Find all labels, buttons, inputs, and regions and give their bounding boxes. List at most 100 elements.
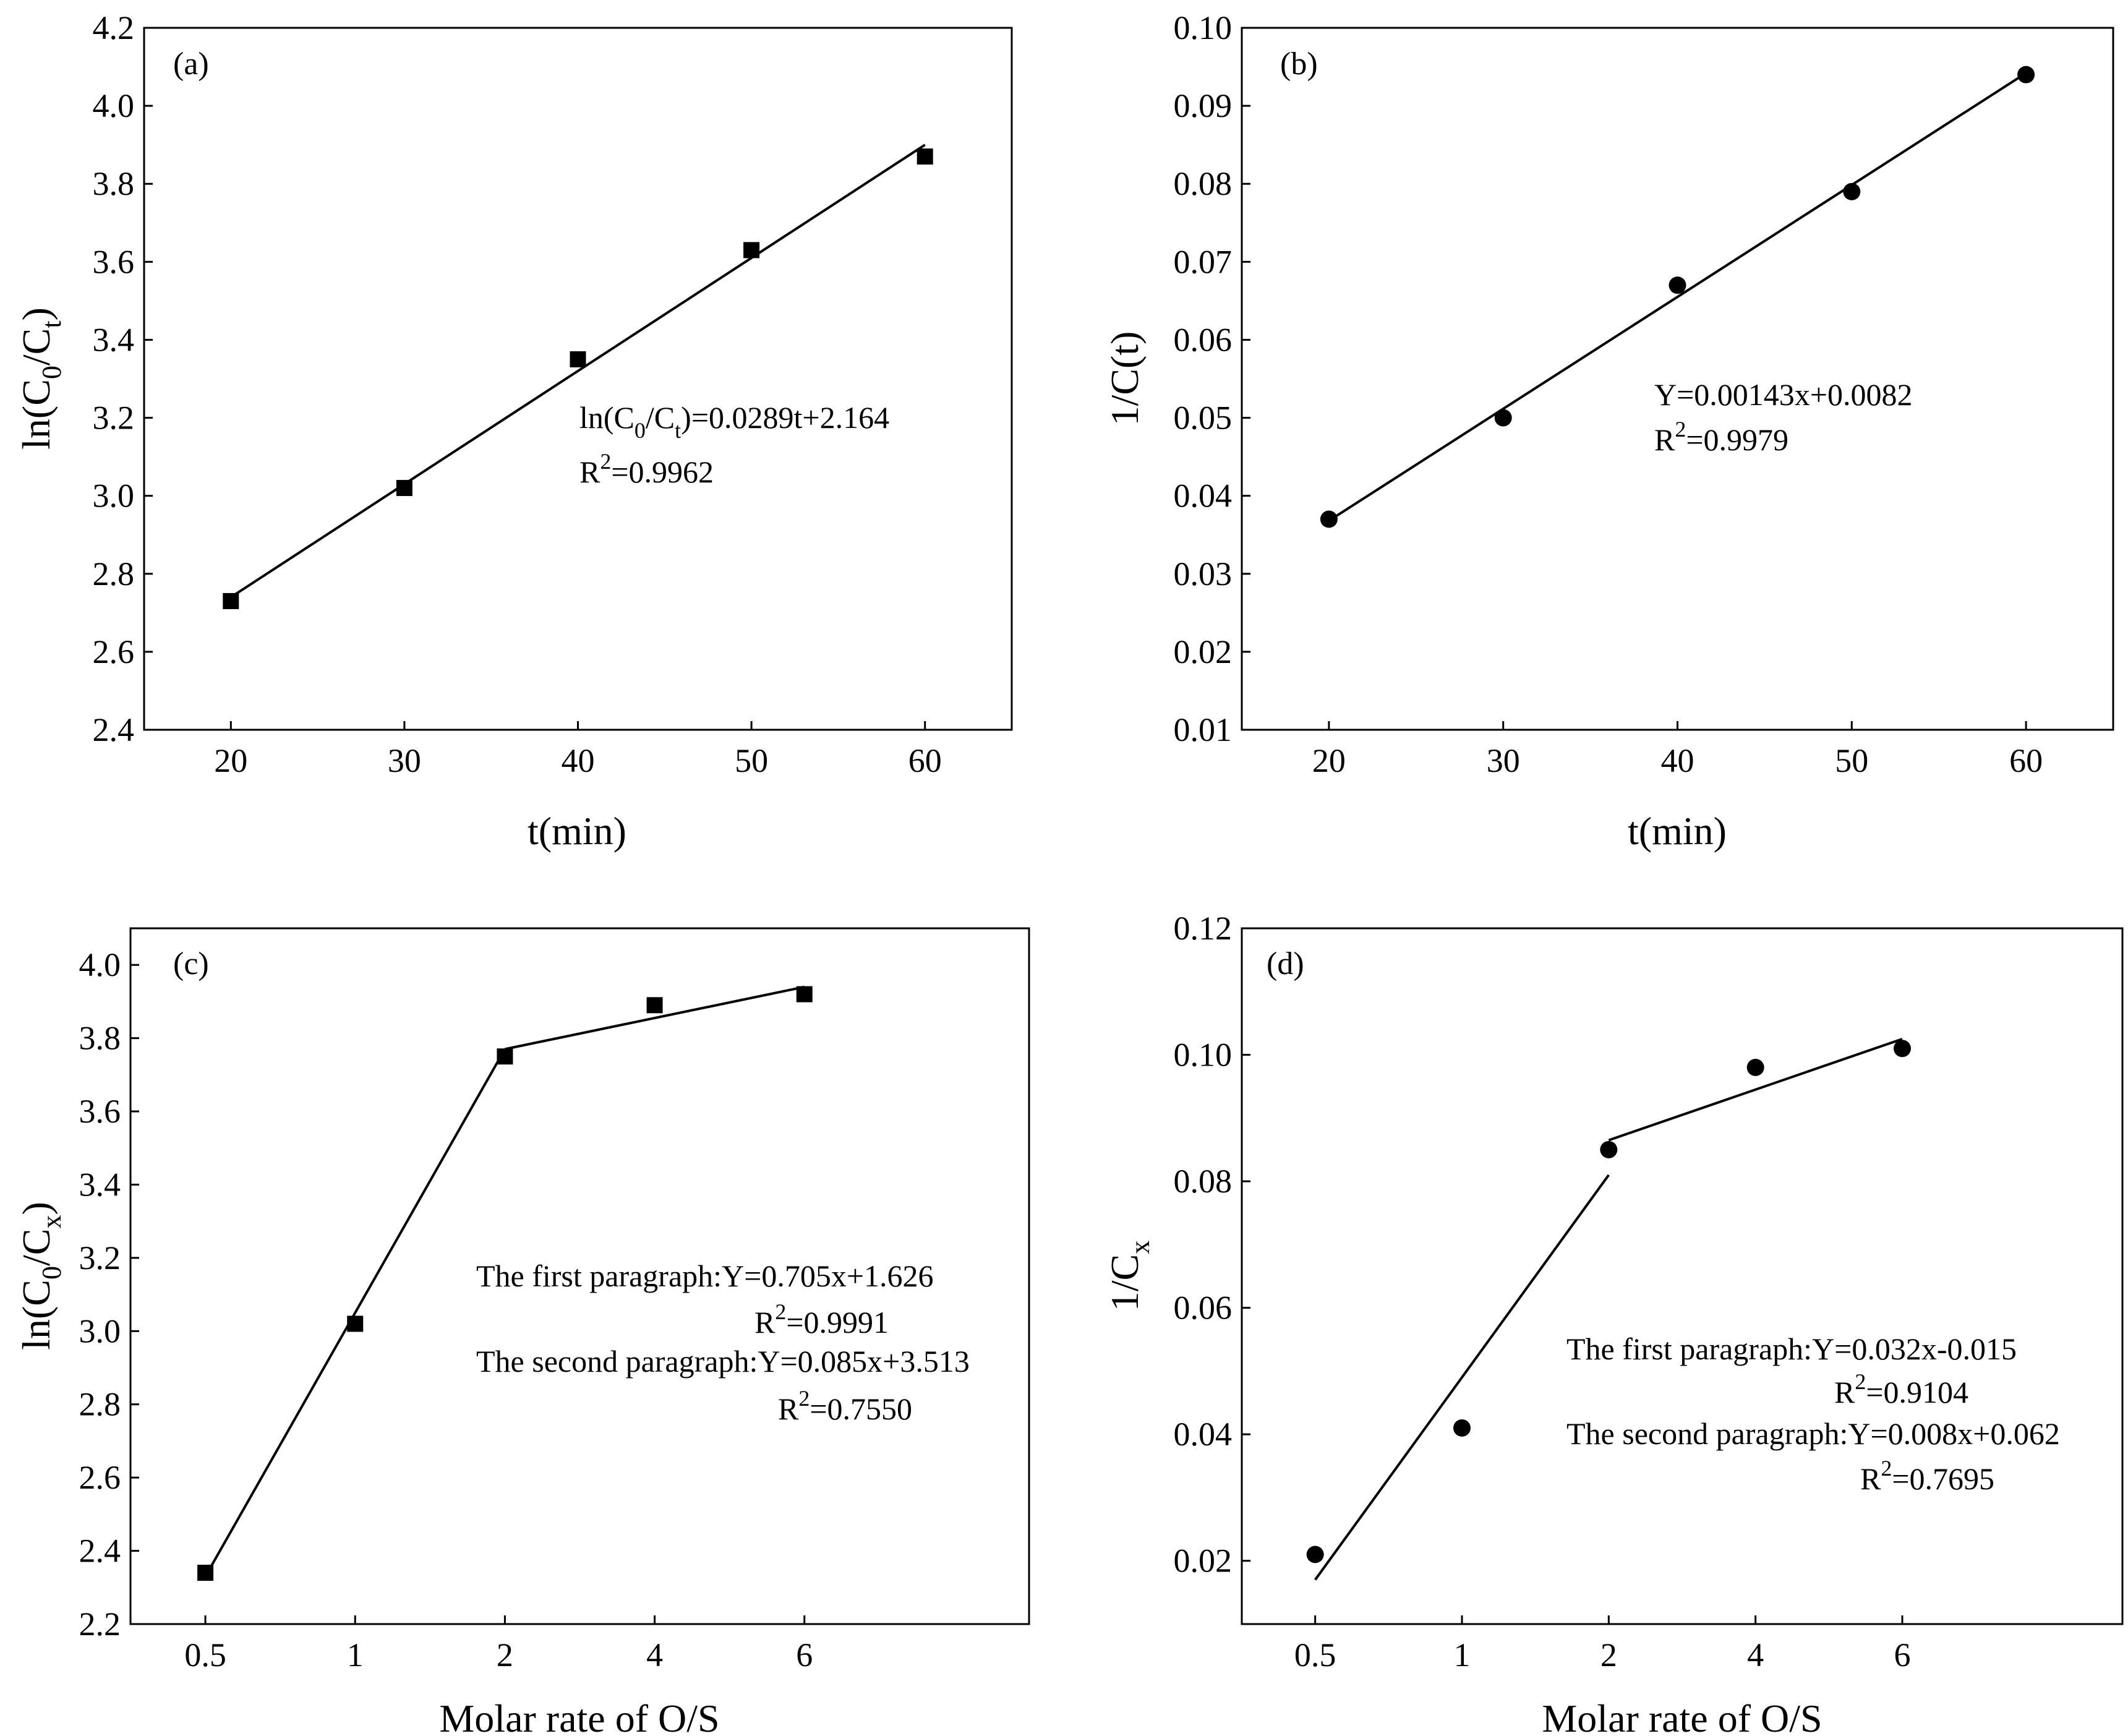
panel-d-x-tick-label: 1: [1454, 1636, 1471, 1674]
panel-b-y-tick-label: 0.10: [1174, 9, 1233, 46]
panel-b-x-label: t(min): [1628, 809, 1727, 853]
panel-a-y-tick-label: 3.8: [93, 165, 135, 202]
panel-b-y-tick-label: 0.09: [1174, 87, 1233, 124]
panel-b-ticks: 20 30 40 50 60 0.01 0.02 0.03 0.04 0.05 0.06 0.07 0.…: [1174, 9, 2043, 779]
panel-c-data-point: [197, 1565, 214, 1581]
panel-d-y-label: 1/Cx: [1103, 1241, 1155, 1311]
panel-c-y-label: ln(C0/Cx): [14, 1202, 67, 1350]
panel-a-x-tick-label: 40: [562, 742, 595, 779]
panel-d-y-tick-label: 0.04: [1174, 1416, 1233, 1453]
panel-b-fit-line: [1328, 72, 2027, 522]
panel-d-x-label: Molar rate of O/S: [1542, 1696, 1822, 1736]
panel-b-x-tick-label: 20: [1312, 742, 1346, 779]
panel-a-y-tick-label: 3.2: [93, 400, 135, 437]
panel-b-y-tick-label: 0.04: [1174, 477, 1233, 515]
panel-d-data-point: [1746, 1059, 1764, 1076]
panel-d-y-tick-label: 0.02: [1174, 1542, 1233, 1580]
panel-b-x-tick-label: 40: [1661, 742, 1694, 779]
panel-b-x-tick-label: 50: [1835, 742, 1868, 779]
panel-b-data-point: [1843, 182, 1861, 200]
panel-a-x-tick-label: 20: [214, 742, 247, 779]
panel-a-frame: [143, 27, 1013, 731]
panel-c-data-point: [646, 997, 663, 1014]
panel-d-data-point: [1600, 1140, 1618, 1158]
panel-d-fit-line: [1608, 1038, 1903, 1142]
panel-b-y-tick-label: 0.02: [1174, 633, 1233, 670]
panel-b-y-tick-label: 0.06: [1174, 321, 1233, 358]
panel-d-y-tick-label: 0.10: [1174, 1037, 1233, 1074]
panel-c-y-tick-label: 3.2: [79, 1239, 121, 1276]
panel-b-tag: (b): [1280, 46, 1318, 82]
panel-d-first-fit: The first paragraph:Y=0.032x-0.015: [1566, 1332, 2017, 1366]
panel-d-r-squared-first: R2=0.9104: [1834, 1369, 1968, 1409]
panel-c-data-point: [796, 986, 813, 1003]
panel-a: 20 30 40 50 60 2.4 2.6 2.8 3.0 3.2 3.4 3.6 3.8 4.0 4.2…: [14, 9, 1013, 853]
panel-d-ticks: 0.5 1 2 4 6 0.02 0.04 0.06 0.08 0.10 0.12: [1174, 910, 1911, 1674]
panel-d-data-point: [1894, 1040, 1911, 1058]
panel-b-data-point: [1320, 510, 1338, 528]
panel-c-y-tick-label: 2.2: [79, 1606, 121, 1643]
panel-a-data-point: [570, 351, 586, 367]
panel-a-y-tick-label: 3.4: [93, 321, 135, 358]
panel-a-y-tick-label: 2.4: [93, 711, 135, 748]
panel-a-x-tick-label: 50: [735, 742, 768, 779]
panel-b-data-point: [1669, 276, 1686, 294]
panel-d-x-tick-label: 0.5: [1294, 1636, 1336, 1674]
panel-d-y-tick-label: 0.06: [1174, 1289, 1233, 1327]
panel-d-data-point: [1306, 1546, 1324, 1563]
panel-a-x-tick-label: 60: [908, 742, 942, 779]
panel-c-y-tick-label: 3.4: [79, 1166, 121, 1203]
panel-b-y-label: 1/C(t): [1103, 331, 1147, 426]
panel-d-fit-line: [1314, 1174, 1610, 1581]
panel-c-r-squared-first: R2=0.9991: [754, 1299, 889, 1340]
panel-b-y-tick-label: 0.03: [1174, 555, 1233, 592]
panel-c-data-point: [497, 1048, 513, 1065]
panel-a-y-tick-label: 4.2: [93, 9, 135, 46]
panel-d-x-tick-label: 6: [1894, 1636, 1911, 1674]
panel-b-data-point: [2017, 66, 2035, 83]
panel-a-x-label: t(min): [528, 809, 626, 853]
panel-a-data-point: [223, 592, 239, 609]
panel-a-fit-line: [230, 143, 926, 599]
panel-d-tag: (d): [1267, 946, 1304, 981]
panel-c-x-tick-label: 4: [646, 1636, 663, 1674]
panel-a-y-tick-label: 2.8: [93, 555, 135, 592]
panel-c-fit-line: [505, 985, 805, 1051]
panel-c-x-tick-label: 2: [497, 1636, 513, 1674]
panel-b-marks: [1320, 66, 2035, 528]
panel-c-y-tick-label: 3.8: [79, 1020, 121, 1057]
panel-d-y-tick-label: 0.12: [1174, 910, 1233, 947]
panel-d-x-tick-label: 4: [1747, 1636, 1764, 1674]
panel-a-y-label: ln(C0/Ct): [14, 307, 67, 450]
panel-a-r-squared: R2=0.9962: [579, 449, 714, 489]
panel-c-frame: [129, 927, 1030, 1625]
panel-c-y-tick-label: 3.6: [79, 1093, 121, 1130]
panel-b-equation: Y=0.00143x+0.0082: [1654, 377, 1913, 412]
panel-a-tag: (a): [173, 46, 209, 82]
panel-a-equation: ln(C0/Ct)=0.0289t+2.164: [579, 400, 889, 443]
panel-d: 0.5 1 2 4 6 0.02 0.04 0.06 0.08 0.10 0.12 (d) The …: [1103, 910, 2124, 1736]
panel-a-y-tick-label: 3.0: [93, 477, 135, 515]
panel-c: 0.5 1 2 4 6 2.2 2.4 2.6 2.8 3.0 3.2 3.4 3.6 3.8 4.0 (c…: [14, 927, 1030, 1736]
panel-a-data-point: [917, 148, 933, 165]
panel-d-second-fit: The second paragraph:Y=0.008x+0.062: [1566, 1416, 2060, 1451]
panel-d-frame: [1241, 927, 2124, 1625]
panel-b: 20 30 40 50 60 0.01 0.02 0.03 0.04 0.05 0.06 0.07 0.…: [1103, 9, 2114, 853]
panel-b-y-tick-label: 0.05: [1174, 400, 1233, 437]
panel-c-tag: (c): [173, 946, 209, 981]
panel-b-y-tick-label: 0.07: [1174, 243, 1233, 280]
panel-c-y-tick-label: 2.8: [79, 1386, 121, 1423]
panel-a-data-point: [743, 242, 760, 259]
panel-c-fit-line: [204, 1048, 506, 1578]
panel-c-y-tick-label: 2.4: [79, 1533, 121, 1570]
panel-d-x-tick-label: 2: [1600, 1636, 1617, 1674]
panel-c-y-tick-label: 2.6: [79, 1459, 121, 1496]
panel-b-x-tick-label: 60: [2009, 742, 2043, 779]
panel-d-y-tick-label: 0.08: [1174, 1163, 1233, 1200]
panel-a-data-point: [396, 480, 412, 497]
panel-c-first-fit: The first paragraph:Y=0.705x+1.626: [476, 1259, 934, 1293]
panel-b-y-tick-label: 0.01: [1174, 711, 1233, 748]
panel-b-x-tick-label: 30: [1487, 742, 1520, 779]
panel-a-y-tick-label: 2.6: [93, 633, 135, 670]
